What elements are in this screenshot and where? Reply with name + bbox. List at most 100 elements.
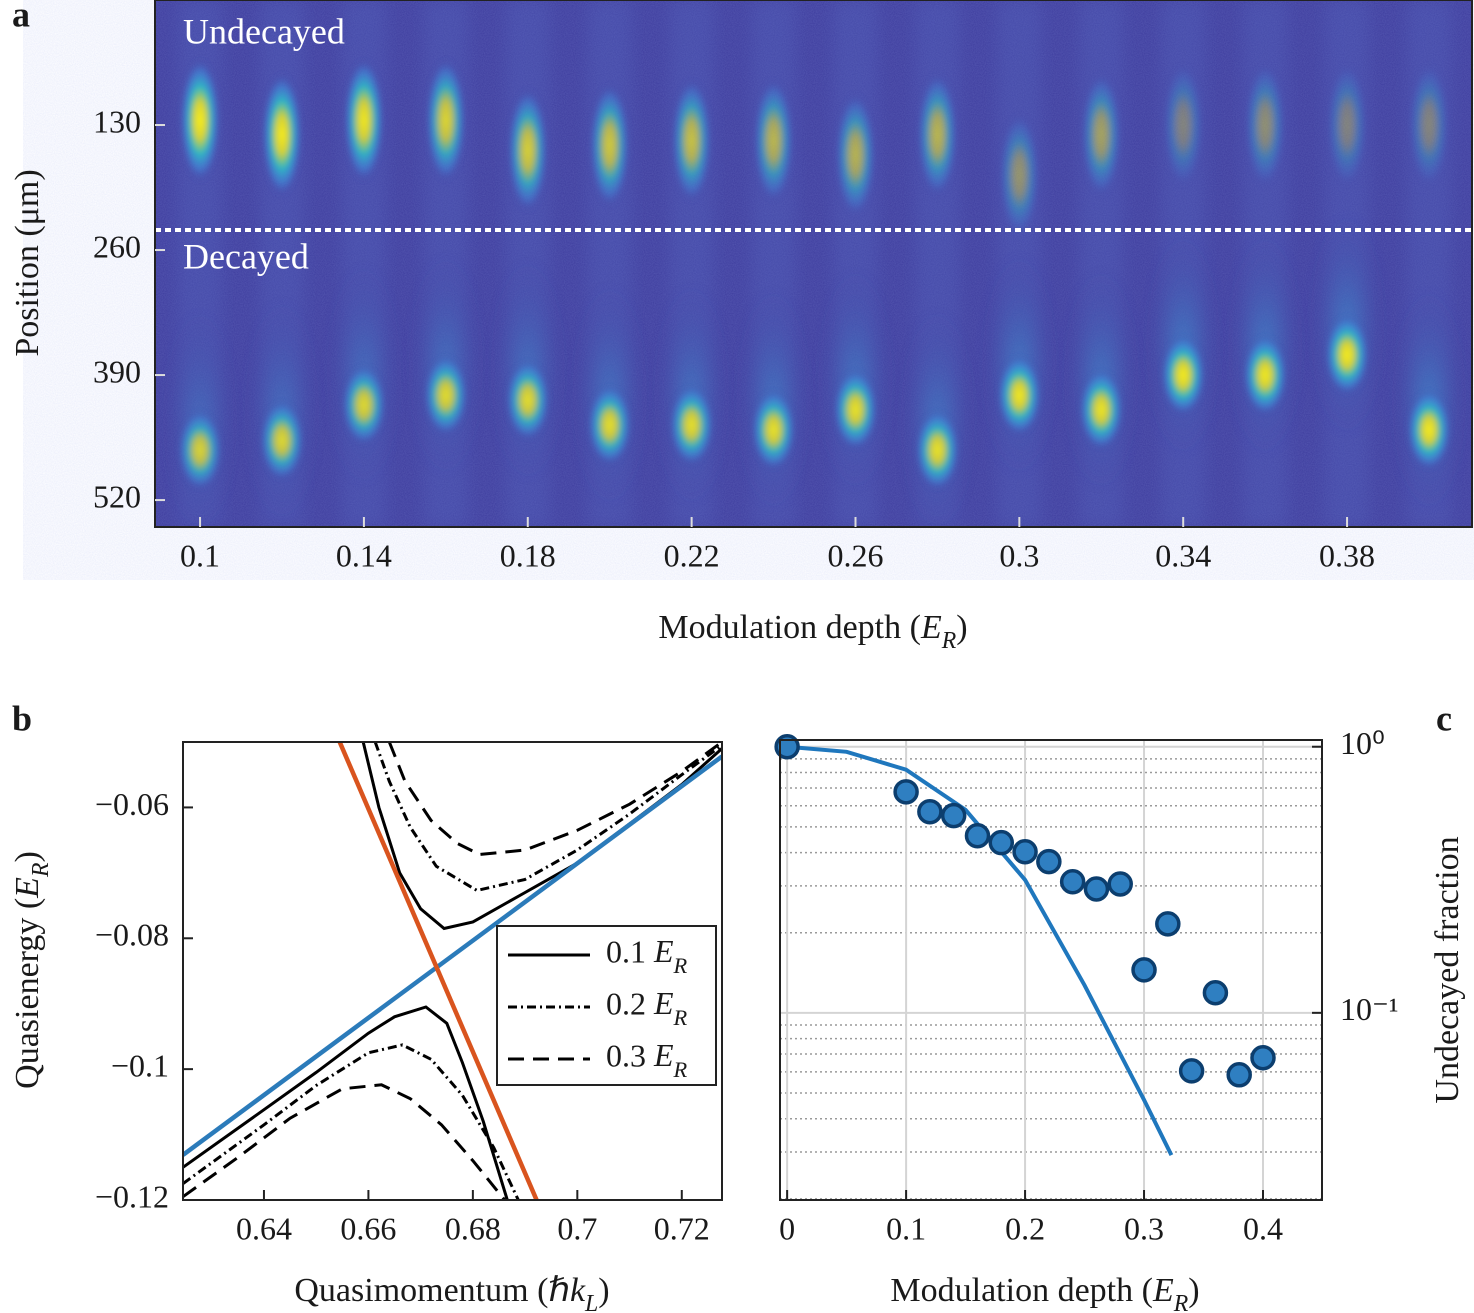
x-tick-label: 0.68 — [445, 1210, 501, 1246]
data-point — [1131, 957, 1157, 983]
x-tick-label: 0.2 — [1005, 1210, 1045, 1246]
undecayed-cloud — [999, 113, 1040, 238]
y-axis-label: Quasienergy (ER) — [9, 851, 55, 1089]
decayed-cloud — [997, 355, 1042, 436]
data-point — [1059, 868, 1086, 895]
x-tick-label: 0 — [779, 1210, 795, 1246]
x-axis-label: Modulation depth (ER) — [890, 1272, 1199, 1313]
y-tick-label: −0.08 — [95, 917, 169, 953]
x-axis-label: Quasimomentum (ℏkL) — [294, 1272, 609, 1313]
plot-area — [780, 740, 1322, 1200]
decayed-cloud — [259, 400, 304, 481]
y-axis-label: Undecayed fraction — [1429, 836, 1466, 1103]
y-tick-label: 390 — [93, 353, 141, 389]
y-tick-label: −0.1 — [111, 1047, 169, 1083]
data-point — [1083, 876, 1110, 902]
y-tick-label: −0.12 — [95, 1178, 169, 1214]
decayed-cloud — [587, 385, 632, 466]
y-tick-label: 260 — [93, 228, 141, 264]
undecayed-cloud — [671, 78, 712, 203]
data-point — [1012, 839, 1038, 865]
decayed-cloud — [1406, 389, 1451, 470]
undecayed-cloud — [507, 88, 548, 213]
undecayed-cloud — [753, 78, 794, 203]
panel-label: c — [1436, 698, 1452, 738]
decayed-cloud — [1243, 335, 1288, 416]
image-layer — [166, 0, 1463, 527]
undecayed-cloud — [917, 72, 958, 197]
data-point — [774, 733, 800, 760]
data-point — [940, 802, 967, 829]
undecayed-cloud — [180, 58, 221, 183]
decayed-cloud — [1079, 369, 1124, 450]
annotation: Decayed — [183, 236, 309, 276]
data-point — [1226, 1062, 1252, 1088]
series-line — [337, 742, 539, 1200]
y-tick-label: −0.06 — [95, 786, 169, 822]
undecayed-cloud — [835, 92, 876, 217]
data-point — [1107, 871, 1133, 897]
undecayed-cloud — [261, 72, 302, 197]
decayed-cloud — [1325, 314, 1370, 395]
x-tick-label: 0.22 — [664, 537, 720, 573]
data-point — [1155, 911, 1181, 937]
x-tick-label: 0.1 — [180, 537, 220, 573]
series-line — [183, 754, 722, 1157]
decayed-cloud — [505, 360, 550, 441]
data-point — [988, 829, 1015, 856]
data-point — [1178, 1058, 1205, 1084]
undecayed-cloud — [1408, 63, 1449, 188]
x-tick-label: 0.3 — [999, 537, 1039, 573]
y-tick-label: 520 — [93, 478, 141, 514]
undecayed-cloud — [425, 58, 466, 183]
panel-label: a — [12, 0, 30, 34]
decayed-cloud — [833, 369, 878, 450]
decayed-cloud — [1161, 335, 1206, 416]
x-tick-label: 0.66 — [340, 1210, 396, 1246]
frame — [154, 0, 1473, 528]
panel-label: b — [12, 698, 32, 738]
y-tick-label: 10⁰ — [1340, 725, 1385, 761]
data-point — [1250, 1044, 1276, 1071]
annotation: Undecayed — [183, 11, 345, 51]
plot-layer: 0.1 ER0.2 ER0.3 ER — [183, 742, 722, 1200]
x-tick-label: 0.34 — [1155, 537, 1211, 573]
decayed-cloud — [423, 355, 468, 436]
undecayed-cloud — [1163, 63, 1204, 188]
data-point — [917, 798, 943, 825]
x-tick-label: 0.38 — [1319, 537, 1375, 573]
decayed-cloud — [669, 385, 714, 466]
x-tick-label: 0.72 — [654, 1210, 710, 1246]
undecayed-cloud — [589, 83, 630, 208]
x-tick-label: 0.3 — [1124, 1210, 1164, 1246]
x-tick-label: 0.18 — [500, 537, 556, 573]
undecayed-cloud — [1081, 72, 1122, 197]
plot-layer — [774, 733, 1322, 1200]
decayed-cloud — [341, 364, 386, 445]
data-point — [893, 779, 919, 805]
frame — [182, 741, 723, 1201]
x-tick-label: 0.7 — [557, 1210, 597, 1246]
undecayed-cloud — [1245, 63, 1286, 188]
decayed-cloud — [751, 389, 796, 470]
x-tick-label: 0.1 — [886, 1210, 926, 1246]
x-axis-label: Modulation depth (ER) — [658, 609, 967, 655]
x-tick-label: 0.64 — [236, 1210, 292, 1246]
y-tick-label: 130 — [93, 103, 141, 139]
frame — [779, 739, 1323, 1201]
x-tick-label: 0.4 — [1243, 1210, 1283, 1246]
undecayed-cloud — [1327, 63, 1368, 188]
decayed-cloud — [915, 410, 960, 491]
x-tick-label: 0.14 — [336, 537, 392, 573]
data-point — [1202, 979, 1229, 1006]
data-point — [964, 822, 991, 849]
series-line — [183, 742, 722, 1200]
y-axis-label: Position (μm) — [9, 169, 46, 356]
data-point — [1036, 848, 1062, 875]
decayed-cloud — [178, 410, 223, 491]
undecayed-cloud — [343, 58, 384, 183]
series-line — [183, 742, 722, 1200]
series-layer — [183, 742, 722, 1200]
y-tick-label: 10⁻¹ — [1340, 991, 1398, 1027]
